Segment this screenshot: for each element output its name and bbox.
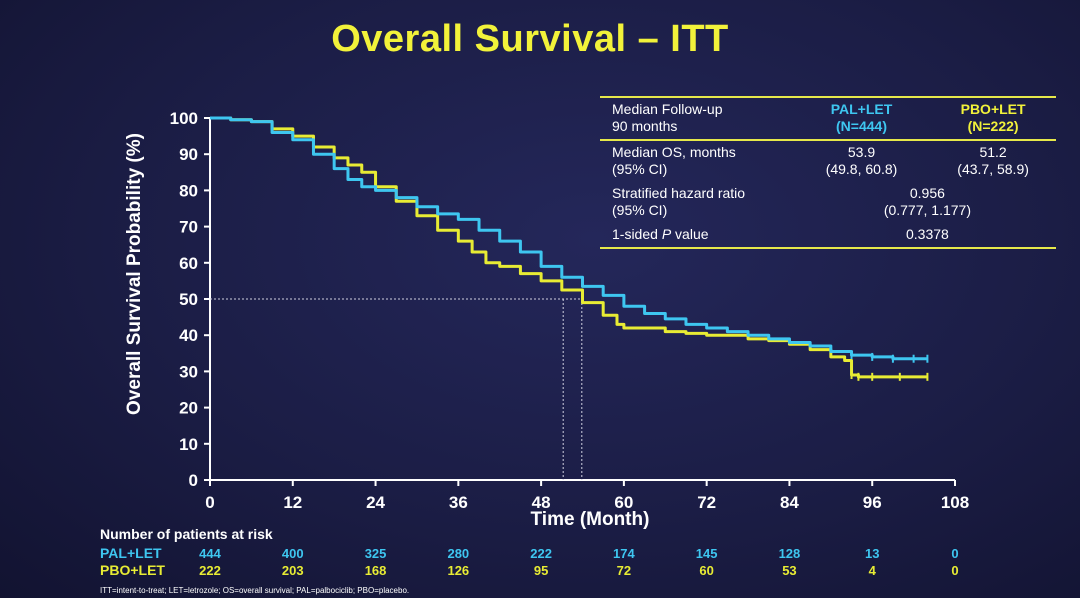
risk-value: 126 (447, 563, 470, 578)
y-tick-label: 60 (179, 254, 198, 273)
followup-label: Median Follow-up (612, 101, 723, 117)
risk-value: 53 (782, 563, 797, 578)
risk-row-name: PAL+LET (100, 545, 162, 561)
median-os-label: Median OS, months (95% CI) (600, 140, 793, 182)
pal-arm-name: PAL+LET (830, 101, 893, 117)
risk-row-name: PBO+LET (100, 562, 165, 578)
survival-curves (210, 116, 929, 381)
y-tick-label: 30 (179, 362, 198, 381)
hazard-ratio-label: Stratified hazard ratio (95% CI) (600, 182, 793, 223)
x-tick-label: 12 (283, 493, 302, 512)
risk-value: 400 (281, 546, 304, 561)
risk-value: 203 (281, 563, 304, 578)
risk-value: 174 (613, 546, 635, 561)
p-value-row: 1-sided P value 0.3378 (600, 223, 1056, 249)
y-tick-label: 10 (179, 435, 198, 454)
followup-value: 90 months (612, 118, 678, 134)
median-guides (210, 298, 583, 480)
risk-value: 280 (447, 546, 470, 561)
risk-value: 0 (951, 563, 959, 578)
pbo-arm-n: (N=222) (967, 118, 1019, 134)
y-tick-label: 0 (189, 471, 198, 490)
hazard-ratio-number: 0.956 (909, 185, 945, 201)
stats-table: Median Follow-up 90 months PAL+LET (N=44… (600, 96, 1056, 249)
hazard-ratio-row: Stratified hazard ratio (95% CI) 0.956 (… (600, 182, 1056, 223)
y-tick-label: 100 (170, 109, 198, 128)
survival-curve-pal-let (210, 116, 928, 361)
y-tick-label: 40 (179, 326, 198, 345)
risk-table-title: Number of patients at risk (100, 526, 273, 542)
pbo-arm-name: PBO+LET (960, 101, 1026, 117)
p-value-label: 1-sided P value (600, 223, 793, 249)
hazard-ratio-label-1: Stratified hazard ratio (612, 185, 746, 201)
pal-arm-n: (N=444) (836, 118, 887, 134)
median-os-pbo-value: 51.2 (979, 144, 1007, 160)
risk-value: 72 (616, 563, 632, 578)
x-tick-label: 60 (614, 493, 633, 512)
risk-value: 4 (868, 563, 876, 578)
median-os-row: Median OS, months (95% CI) 53.9 (49.8, 6… (600, 140, 1056, 182)
stats-header-pbo: PBO+LET (N=222) (924, 96, 1056, 141)
risk-value: 222 (199, 563, 221, 578)
x-tick-label: 48 (532, 493, 551, 512)
y-tick-label: 90 (179, 145, 198, 164)
median-os-pal-value: 53.9 (847, 144, 876, 160)
footnote: ITT=intent-to-treat; LET=letrozole; OS=o… (100, 586, 410, 595)
y-tick-label: 70 (179, 218, 198, 237)
median-os-label-2: (95% CI) (612, 161, 668, 177)
risk-value: 222 (530, 546, 552, 561)
x-tick-label: 72 (697, 493, 716, 512)
stats-header-row: Median Follow-up 90 months PAL+LET (N=44… (600, 96, 1056, 141)
y-tick-label: 80 (179, 181, 198, 200)
hazard-ratio-label-2: (95% CI) (612, 202, 668, 218)
y-tick-label: 50 (179, 290, 198, 309)
risk-value: 145 (695, 546, 718, 561)
hazard-ratio-value: 0.956 (0.777, 1.177) (793, 182, 1056, 223)
x-tick-label: 108 (941, 493, 969, 512)
hazard-ratio-ci: (0.777, 1.177) (883, 202, 971, 218)
stats-header-pal: PAL+LET (N=444) (792, 96, 925, 141)
risk-value: 0 (951, 546, 959, 561)
median-os-pbo-ci: (43.7, 58.9) (957, 161, 1029, 177)
chart-axes: 0 12 24 36 48 60 72 84 96 108 0 10 20 30 40 50 60 70 80 90 1… (170, 109, 970, 512)
risk-value: 60 (699, 563, 714, 578)
stats-header-label: Median Follow-up 90 months (600, 96, 793, 141)
risk-value: 325 (364, 546, 387, 561)
x-axis-label: Time (Month) (530, 509, 650, 530)
x-tick-label: 84 (780, 493, 799, 512)
y-axis-label-wrap: Overall Survival Probability (%) (120, 104, 150, 444)
survival-curve-pbo-let (210, 116, 928, 379)
p-value-label-prefix: 1-sided (612, 226, 662, 242)
median-os-pbo: 51.2 (43.7, 58.9) (924, 140, 1056, 182)
p-value-label-suffix: value (671, 226, 709, 242)
slide-title: Overall Survival – ITT (331, 18, 729, 60)
risk-value: 444 (199, 546, 221, 561)
risk-value: 13 (864, 546, 880, 561)
risk-value: 128 (778, 546, 801, 561)
risk-value: 95 (533, 563, 549, 578)
y-tick-label: 20 (179, 399, 198, 418)
y-axis-label: Overall Survival Probability (%) (124, 133, 145, 415)
x-tick-label: 96 (863, 493, 882, 512)
p-value: 0.3378 (792, 223, 1056, 249)
median-os-pal-ci: (49.8, 60.8) (825, 161, 898, 177)
p-value-label-p: P (661, 226, 672, 242)
median-os-label-1: Median OS, months (612, 144, 736, 160)
risk-value: 168 (364, 563, 387, 578)
x-tick-label: 24 (366, 493, 385, 512)
median-os-pal: 53.9 (49.8, 60.8) (793, 140, 924, 182)
x-tick-label: 0 (205, 493, 214, 512)
x-tick-label: 36 (449, 493, 468, 512)
